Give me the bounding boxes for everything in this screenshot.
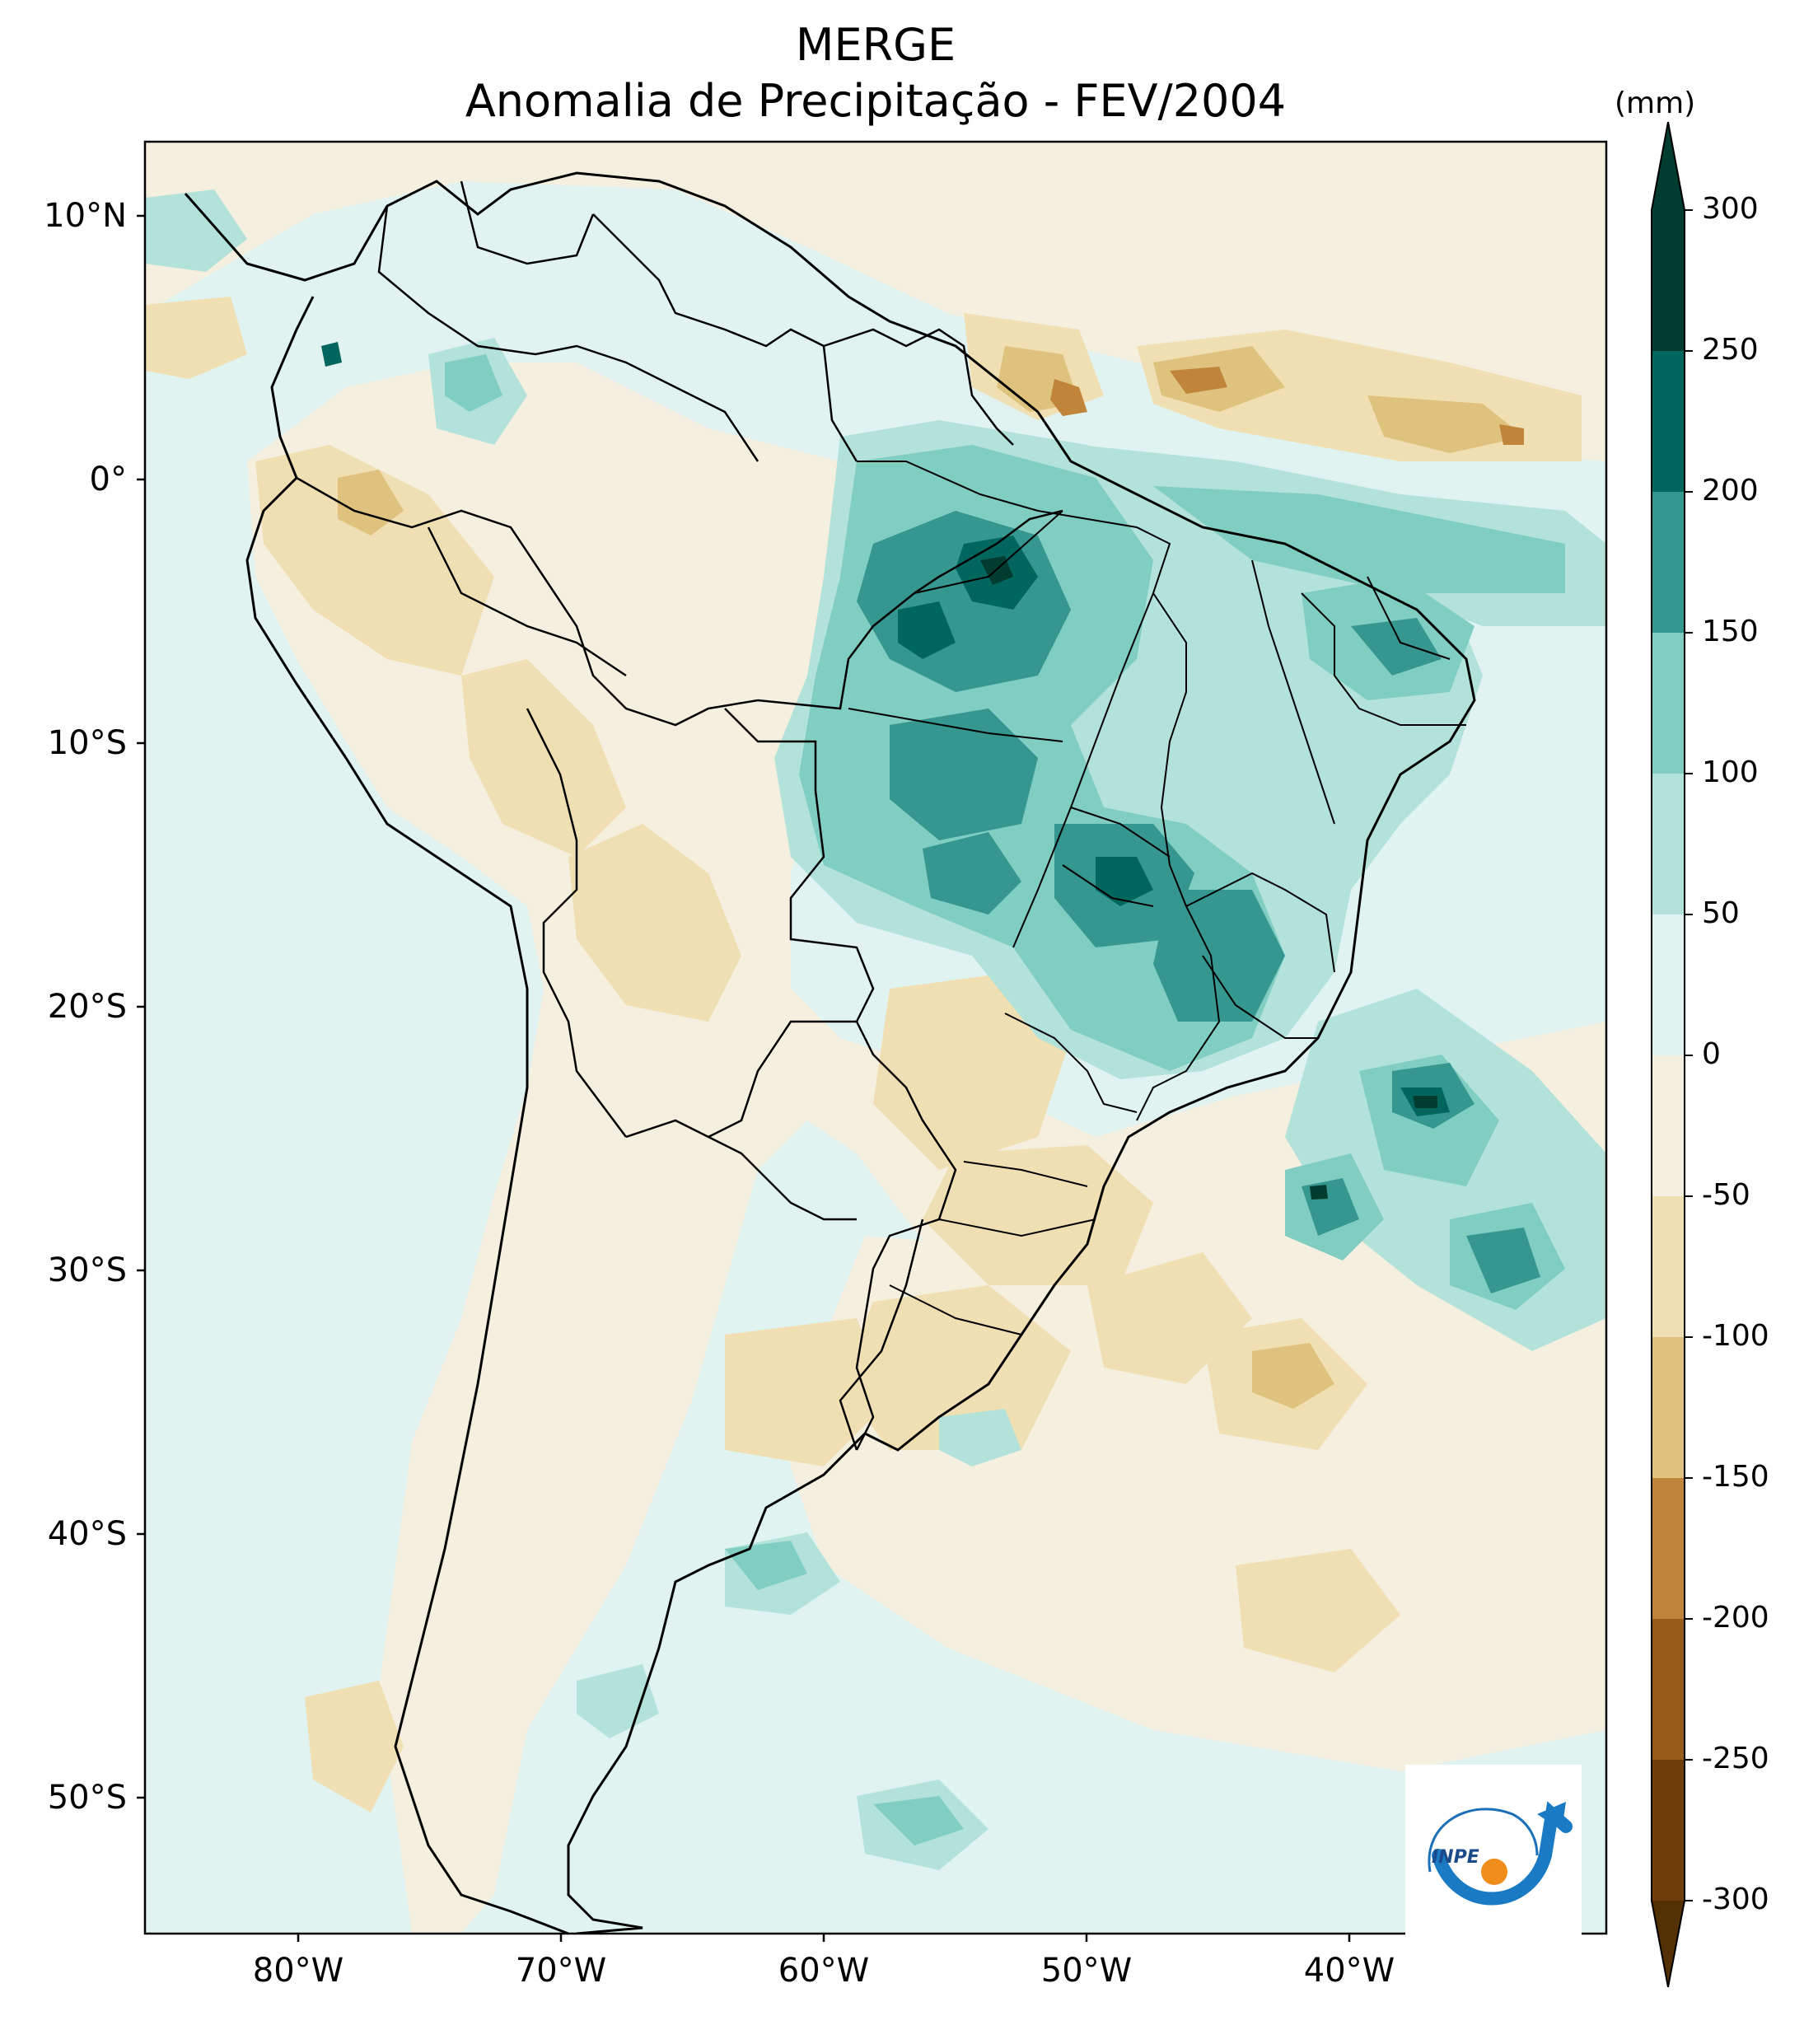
colorbar-tick-label: -300	[1702, 1883, 1769, 1916]
colorbar-segment	[1652, 1055, 1685, 1196]
axis-ticks	[137, 214, 1351, 1942]
lat-label: 10°N	[44, 197, 127, 235]
lon-label: 80°W	[252, 1952, 344, 1990]
map-subtitle: Anomalia de Precipitação - FEV/2004	[465, 75, 1287, 127]
colorbar-tick-label: 250	[1702, 333, 1759, 367]
colorbar-segment	[1652, 914, 1685, 1055]
colorbar-tick-label: -200	[1702, 1601, 1769, 1635]
colorbar-top-extension	[1652, 122, 1685, 210]
colorbar-segment	[1652, 1619, 1685, 1760]
lon-label: 60°W	[778, 1952, 870, 1990]
colorbar-segment	[1652, 1478, 1685, 1619]
map-title: MERGE	[795, 19, 956, 71]
colorbar-segment	[1652, 492, 1685, 633]
colorbar-segment	[1652, 633, 1685, 774]
colorbar-tick-label: -150	[1702, 1460, 1769, 1494]
colorbar-segment	[1652, 1337, 1685, 1478]
colorbar-segment	[1652, 210, 1685, 351]
precipitation-field	[145, 142, 1606, 1934]
lon-label: 70°W	[515, 1952, 607, 1990]
colorbar-tick-label: -250	[1702, 1742, 1769, 1775]
colorbar-segment	[1652, 1196, 1685, 1337]
south-america-coastline	[184, 171, 1476, 1934]
colorbar-segment	[1652, 774, 1685, 914]
country-borders	[296, 180, 1063, 1451]
colorbar-tick-label: 200	[1702, 474, 1759, 507]
colorbar	[1651, 121, 1693, 1988]
lon-label: 40°W	[1303, 1952, 1395, 1990]
colorbar-tick-label: 100	[1702, 755, 1759, 789]
inpe-logo-text: INPE	[1432, 1847, 1479, 1868]
lat-label: 10°S	[47, 724, 127, 762]
colorbar-segment	[1652, 1760, 1685, 1901]
colorbar-tick-label: 300	[1702, 192, 1759, 226]
colorbar-tick-label: 50	[1702, 896, 1740, 930]
colorbar-tick-label: -100	[1702, 1319, 1769, 1353]
lat-label: 20°S	[47, 988, 127, 1026]
inpe-logo: INPE	[1405, 1765, 1582, 1938]
colorbar-segment	[1652, 351, 1685, 492]
colorbar-tick-label: -50	[1702, 1178, 1750, 1212]
colorbar-unit: (mm)	[1615, 87, 1696, 120]
plot-frame	[143, 140, 1608, 1935]
lon-label: 50°W	[1040, 1952, 1133, 1990]
lat-label: 50°S	[47, 1779, 127, 1817]
colorbar-tick-label: 150	[1702, 615, 1759, 648]
lat-label: 0°	[89, 461, 127, 498]
lat-label: 30°S	[47, 1251, 127, 1289]
state-borders	[848, 461, 1466, 1335]
colorbar-tick-label: 0	[1702, 1037, 1721, 1071]
inpe-swoosh-icon	[1428, 1801, 1573, 1906]
lat-label: 40°S	[47, 1515, 127, 1553]
colorbar-bottom-extension	[1652, 1901, 1685, 1987]
